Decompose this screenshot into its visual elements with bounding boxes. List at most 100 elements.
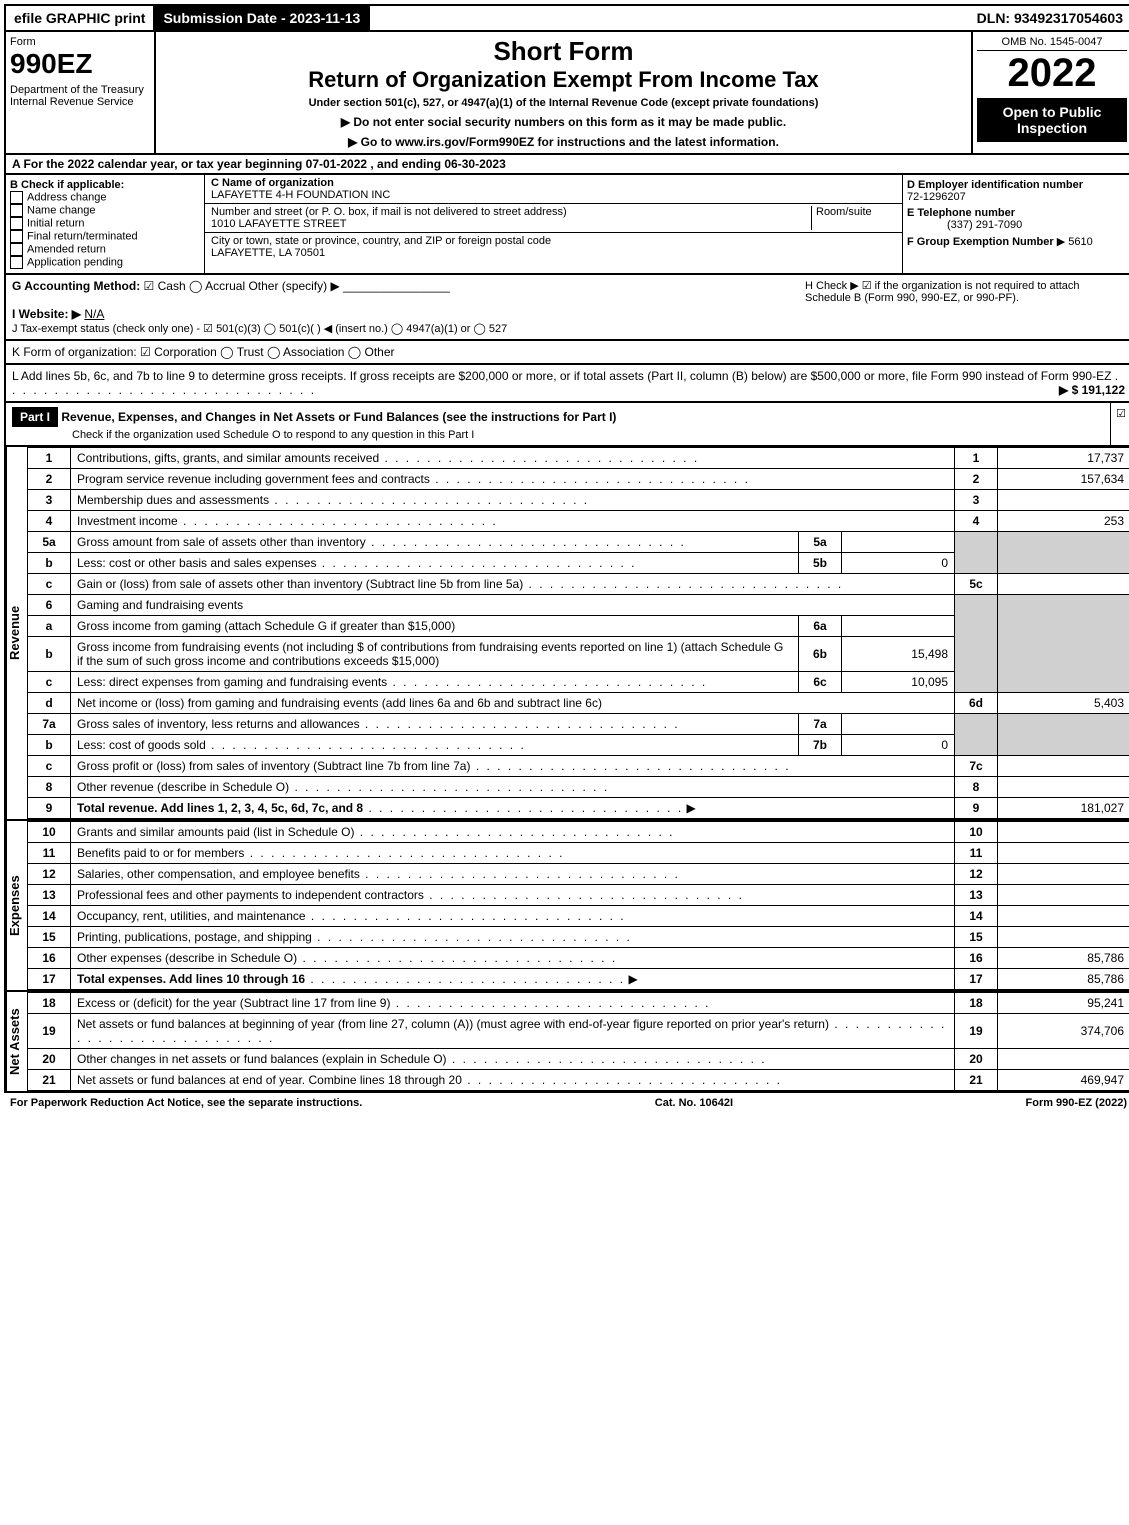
line-19: 19Net assets or fund balances at beginni…	[28, 1014, 1129, 1049]
line-6a-desc: Gross income from gaming (attach Schedul…	[77, 619, 455, 633]
line-14-desc: Occupancy, rent, utilities, and maintena…	[77, 909, 306, 923]
efile-label[interactable]: efile GRAPHIC print	[6, 4, 155, 32]
checkbox-icon[interactable]	[10, 204, 23, 217]
netassets-section: Net Assets 18Excess or (deficit) for the…	[4, 992, 1129, 1093]
line-6c-desc: Less: direct expenses from gaming and fu…	[77, 675, 387, 689]
form-number: 990EZ	[10, 48, 150, 80]
netassets-table: 18Excess or (deficit) for the year (Subt…	[27, 992, 1129, 1091]
b-opt-4[interactable]: Amended return	[10, 243, 200, 256]
street-label: Number and street (or P. O. box, if mail…	[211, 206, 567, 218]
footer-center: Cat. No. 10642I	[655, 1097, 733, 1109]
line-7a-sub: 7a	[799, 714, 842, 735]
line-7a: 7a Gross sales of inventory, less returns…	[28, 714, 1129, 735]
subtitle: Under section 501(c), 527, or 4947(a)(1)…	[160, 97, 967, 109]
row-gh: G Accounting Method: ☑ Cash ◯ Accrual Ot…	[4, 275, 1129, 341]
line-5b-subval: 0	[842, 553, 955, 574]
checkbox-icon[interactable]	[10, 191, 23, 204]
line-7c-val	[998, 756, 1129, 777]
part1-checkbox[interactable]: ☑	[1110, 403, 1129, 445]
f-num: ▶ 5610	[1057, 236, 1093, 248]
checkbox-icon[interactable]	[10, 243, 23, 256]
b-opt-3-label: Final return/terminated	[27, 230, 138, 242]
line-7b-subval: 0	[842, 735, 955, 756]
line-5a: 5aGross amount from sale of assets other…	[28, 532, 1129, 553]
c-name-row: C Name of organization LAFAYETTE 4-H FOU…	[205, 175, 902, 204]
line-13: 13Professional fees and other payments t…	[28, 885, 1129, 906]
g-cash: Cash	[158, 279, 186, 293]
line-4: 4Investment income4253	[28, 511, 1129, 532]
line-6d: dNet income or (loss) from gaming and fu…	[28, 693, 1129, 714]
netassets-label: Net Assets	[6, 992, 27, 1091]
line-7c-desc: Gross profit or (loss) from sales of inv…	[77, 759, 470, 773]
line-5b-sub: 5b	[799, 553, 842, 574]
street: 1010 LAFAYETTE STREET	[211, 218, 347, 230]
line-18: 18Excess or (deficit) for the year (Subt…	[28, 993, 1129, 1014]
line-1: 1Contributions, gifts, grants, and simil…	[28, 448, 1129, 469]
line-21: 21Net assets or fund balances at end of …	[28, 1070, 1129, 1091]
dept-label: Department of the Treasury Internal Reve…	[10, 84, 150, 108]
line-15-desc: Printing, publications, postage, and shi…	[77, 930, 312, 944]
b-opt-5-label: Application pending	[27, 256, 123, 268]
revenue-section: Revenue 1Contributions, gifts, grants, a…	[4, 447, 1129, 821]
line-7a-desc: Gross sales of inventory, less returns a…	[77, 717, 360, 731]
line-2-desc: Program service revenue including govern…	[77, 472, 430, 486]
f-row: F Group Exemption Number ▶ 5610	[907, 235, 1127, 248]
line-5c-desc: Gain or (loss) from sale of assets other…	[77, 577, 523, 591]
line-11-val	[998, 843, 1129, 864]
b-opt-5[interactable]: Application pending	[10, 256, 200, 269]
revenue-label: Revenue	[6, 447, 27, 819]
section-g: G Accounting Method: ☑ Cash ◯ Accrual Ot…	[12, 279, 805, 335]
line-8-val	[998, 777, 1129, 798]
checkbox-icon[interactable]	[10, 230, 23, 243]
line-5a-sub: 5a	[799, 532, 842, 553]
line-7b-sub: 7b	[799, 735, 842, 756]
line-15-val	[998, 927, 1129, 948]
footer-right: Form 990-EZ (2022)	[1026, 1097, 1127, 1109]
line-7b-desc: Less: cost of goods sold	[77, 738, 206, 752]
title-main: Return of Organization Exempt From Incom…	[160, 67, 967, 93]
b-label: B Check if applicable:	[10, 179, 200, 191]
checkbox-icon[interactable]	[10, 217, 23, 230]
line-6c-sub: 6c	[799, 672, 842, 693]
form-header: Form 990EZ Department of the Treasury In…	[4, 32, 1129, 155]
instr-1: ▶ Do not enter social security numbers o…	[160, 115, 967, 129]
b-opt-0[interactable]: Address change	[10, 191, 200, 204]
line-10-val	[998, 822, 1129, 843]
g-label: G Accounting Method:	[12, 279, 140, 293]
line-6d-val: 5,403	[998, 693, 1129, 714]
line-9-desc: Total revenue. Add lines 1, 2, 3, 4, 5c,…	[77, 801, 363, 815]
form-word: Form	[10, 36, 150, 48]
d-label: D Employer identification number	[907, 179, 1083, 191]
line-3: 3Membership dues and assessments3	[28, 490, 1129, 511]
part1-check: Check if the organization used Schedule …	[12, 429, 474, 441]
line-11-desc: Benefits paid to or for members	[77, 846, 244, 860]
part1-title-cell: Part I Revenue, Expenses, and Changes in…	[6, 403, 1110, 445]
b-opt-3[interactable]: Final return/terminated	[10, 230, 200, 243]
line-5c-val	[998, 574, 1129, 595]
line-6a-subval	[842, 616, 955, 637]
expenses-table: 10Grants and similar amounts paid (list …	[27, 821, 1129, 990]
topbar-spacer	[370, 4, 968, 32]
footer: For Paperwork Reduction Act Notice, see …	[4, 1093, 1129, 1113]
line-1-val: 17,737	[998, 448, 1129, 469]
section-l: L Add lines 5b, 6c, and 7b to line 9 to …	[4, 365, 1129, 403]
line-8-desc: Other revenue (describe in Schedule O)	[77, 780, 289, 794]
b-opt-1[interactable]: Name change	[10, 204, 200, 217]
line-10-desc: Grants and similar amounts paid (list in…	[77, 825, 354, 839]
line-6b-subval: 15,498	[842, 637, 955, 672]
line-20-val	[998, 1049, 1129, 1070]
dln-label: DLN: 93492317054603	[969, 4, 1129, 32]
b-opt-2-label: Initial return	[27, 217, 84, 229]
header-right: OMB No. 1545-0047 2022 Open to Public In…	[971, 32, 1129, 153]
line-12-val	[998, 864, 1129, 885]
instr-2[interactable]: ▶ Go to www.irs.gov/Form990EZ for instru…	[160, 135, 967, 149]
line-18-val: 95,241	[998, 993, 1129, 1014]
checkbox-icon[interactable]	[10, 256, 23, 269]
line-5b-desc: Less: cost or other basis and sales expe…	[77, 556, 316, 570]
line-3-desc: Membership dues and assessments	[77, 493, 269, 507]
line-6b-desc: Gross income from fundraising events (no…	[77, 640, 783, 668]
header-center: Short Form Return of Organization Exempt…	[156, 32, 971, 153]
city-label: City or town, state or province, country…	[211, 235, 551, 247]
f-label: F Group Exemption Number	[907, 236, 1054, 248]
b-opt-2[interactable]: Initial return	[10, 217, 200, 230]
